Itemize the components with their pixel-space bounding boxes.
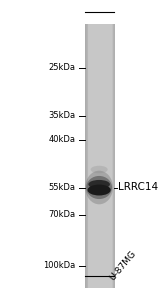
Text: 55kDa: 55kDa	[49, 183, 76, 192]
Text: 40kDa: 40kDa	[49, 135, 76, 144]
Text: 70kDa: 70kDa	[49, 210, 76, 219]
Text: 25kDa: 25kDa	[49, 63, 76, 72]
Text: LRRC14: LRRC14	[118, 182, 158, 193]
Ellipse shape	[86, 176, 112, 199]
Ellipse shape	[88, 180, 110, 189]
Text: U-87MG: U-87MG	[107, 249, 137, 282]
Ellipse shape	[85, 171, 113, 204]
Text: 100kDa: 100kDa	[44, 261, 76, 270]
Ellipse shape	[88, 184, 111, 196]
Ellipse shape	[91, 166, 108, 173]
Text: 35kDa: 35kDa	[49, 111, 76, 120]
